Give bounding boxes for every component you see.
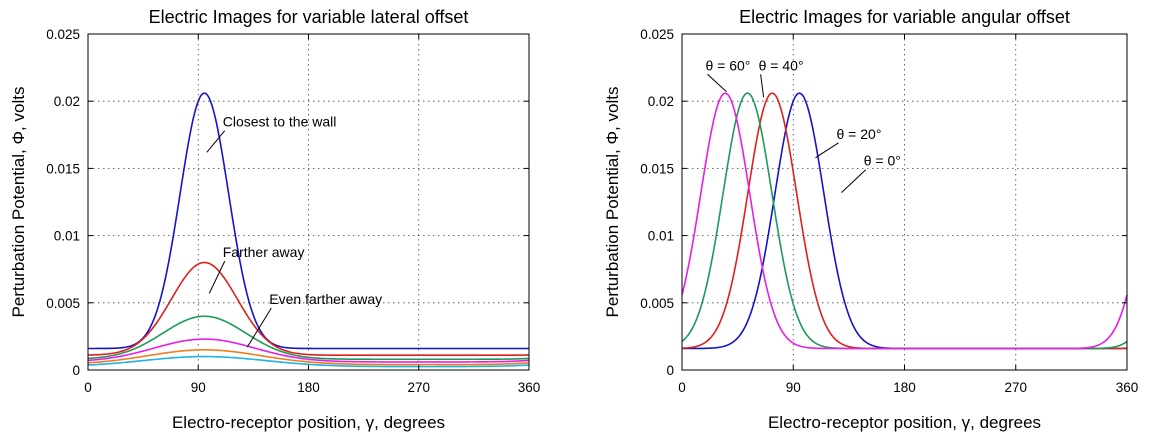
y-tick-label: 0.015 — [46, 161, 80, 176]
annotation-label: Even farther away — [269, 291, 382, 307]
x-tick-label: 0 — [678, 380, 686, 395]
y-tick-label: 0.005 — [640, 296, 674, 311]
x-axis-label: Electro-receptor position, γ, degrees — [172, 413, 445, 432]
y-tick-label: 0 — [72, 363, 80, 378]
annotation-leader-line — [707, 73, 727, 93]
x-tick-label: 90 — [191, 380, 206, 395]
annotation-label: Farther away — [223, 244, 305, 260]
y-tick-label: 0.015 — [640, 161, 674, 176]
x-tick-label: 360 — [518, 380, 541, 395]
y-tick-label: 0.02 — [54, 94, 80, 109]
chart-panel: 0 90 180 270 360 0 0.005 0.01 0.015 0.02 0.025 Elec… — [603, 7, 1138, 432]
series-line — [88, 92, 529, 350]
y-axis-label: Perturbation Potential, Φ, volts — [9, 87, 28, 318]
x-tick-label: 0 — [84, 380, 92, 395]
chart-title: Electric Images for variable angular off… — [739, 7, 1070, 27]
chart-title: Electric Images for variable lateral off… — [149, 7, 469, 27]
y-tick-label: 0 — [666, 363, 674, 378]
series-line — [87, 261, 530, 357]
annotation-label: θ = 0° — [864, 153, 901, 169]
annotation-leader-line — [246, 307, 272, 348]
series-line — [87, 315, 530, 361]
annotation-leader-line — [815, 142, 839, 159]
x-tick-label: 270 — [407, 380, 430, 395]
x-tick-label: 180 — [893, 380, 916, 395]
annotation-label: Closest to the wall — [223, 114, 337, 130]
x-axis-label: Electro-receptor position, γ, degrees — [768, 413, 1041, 432]
y-tick-label: 0.02 — [648, 94, 674, 109]
series-line — [87, 338, 530, 363]
chart-panel: 0 90 180 270 360 0 0.005 0.01 0.015 0.02 0.025 Elec… — [9, 7, 540, 432]
annotation-leader-line — [206, 130, 226, 153]
series-line — [681, 92, 1128, 350]
y-axis-label: Perturbation Potential, Φ, volts — [603, 87, 622, 318]
annotation-leader-line — [841, 169, 867, 193]
x-tick-label: 180 — [297, 380, 320, 395]
y-tick-label: 0.01 — [648, 229, 674, 244]
y-tick-label: 0.01 — [54, 229, 80, 244]
series-line — [87, 349, 530, 366]
annotation-leader-line — [760, 74, 765, 98]
x-tick-label: 270 — [1004, 380, 1027, 395]
annotation-label: θ = 20° — [837, 126, 882, 142]
y-tick-label: 0.005 — [46, 296, 80, 311]
series-line — [87, 355, 530, 368]
annotation-label: θ = 60° — [705, 57, 750, 73]
annotation-leader-line — [208, 260, 226, 294]
x-tick-label: 360 — [1116, 380, 1139, 395]
annotation-label: θ = 40° — [759, 57, 804, 73]
y-tick-label: 0.025 — [640, 27, 674, 42]
x-tick-label: 90 — [786, 380, 801, 395]
y-tick-label: 0.025 — [46, 27, 80, 42]
